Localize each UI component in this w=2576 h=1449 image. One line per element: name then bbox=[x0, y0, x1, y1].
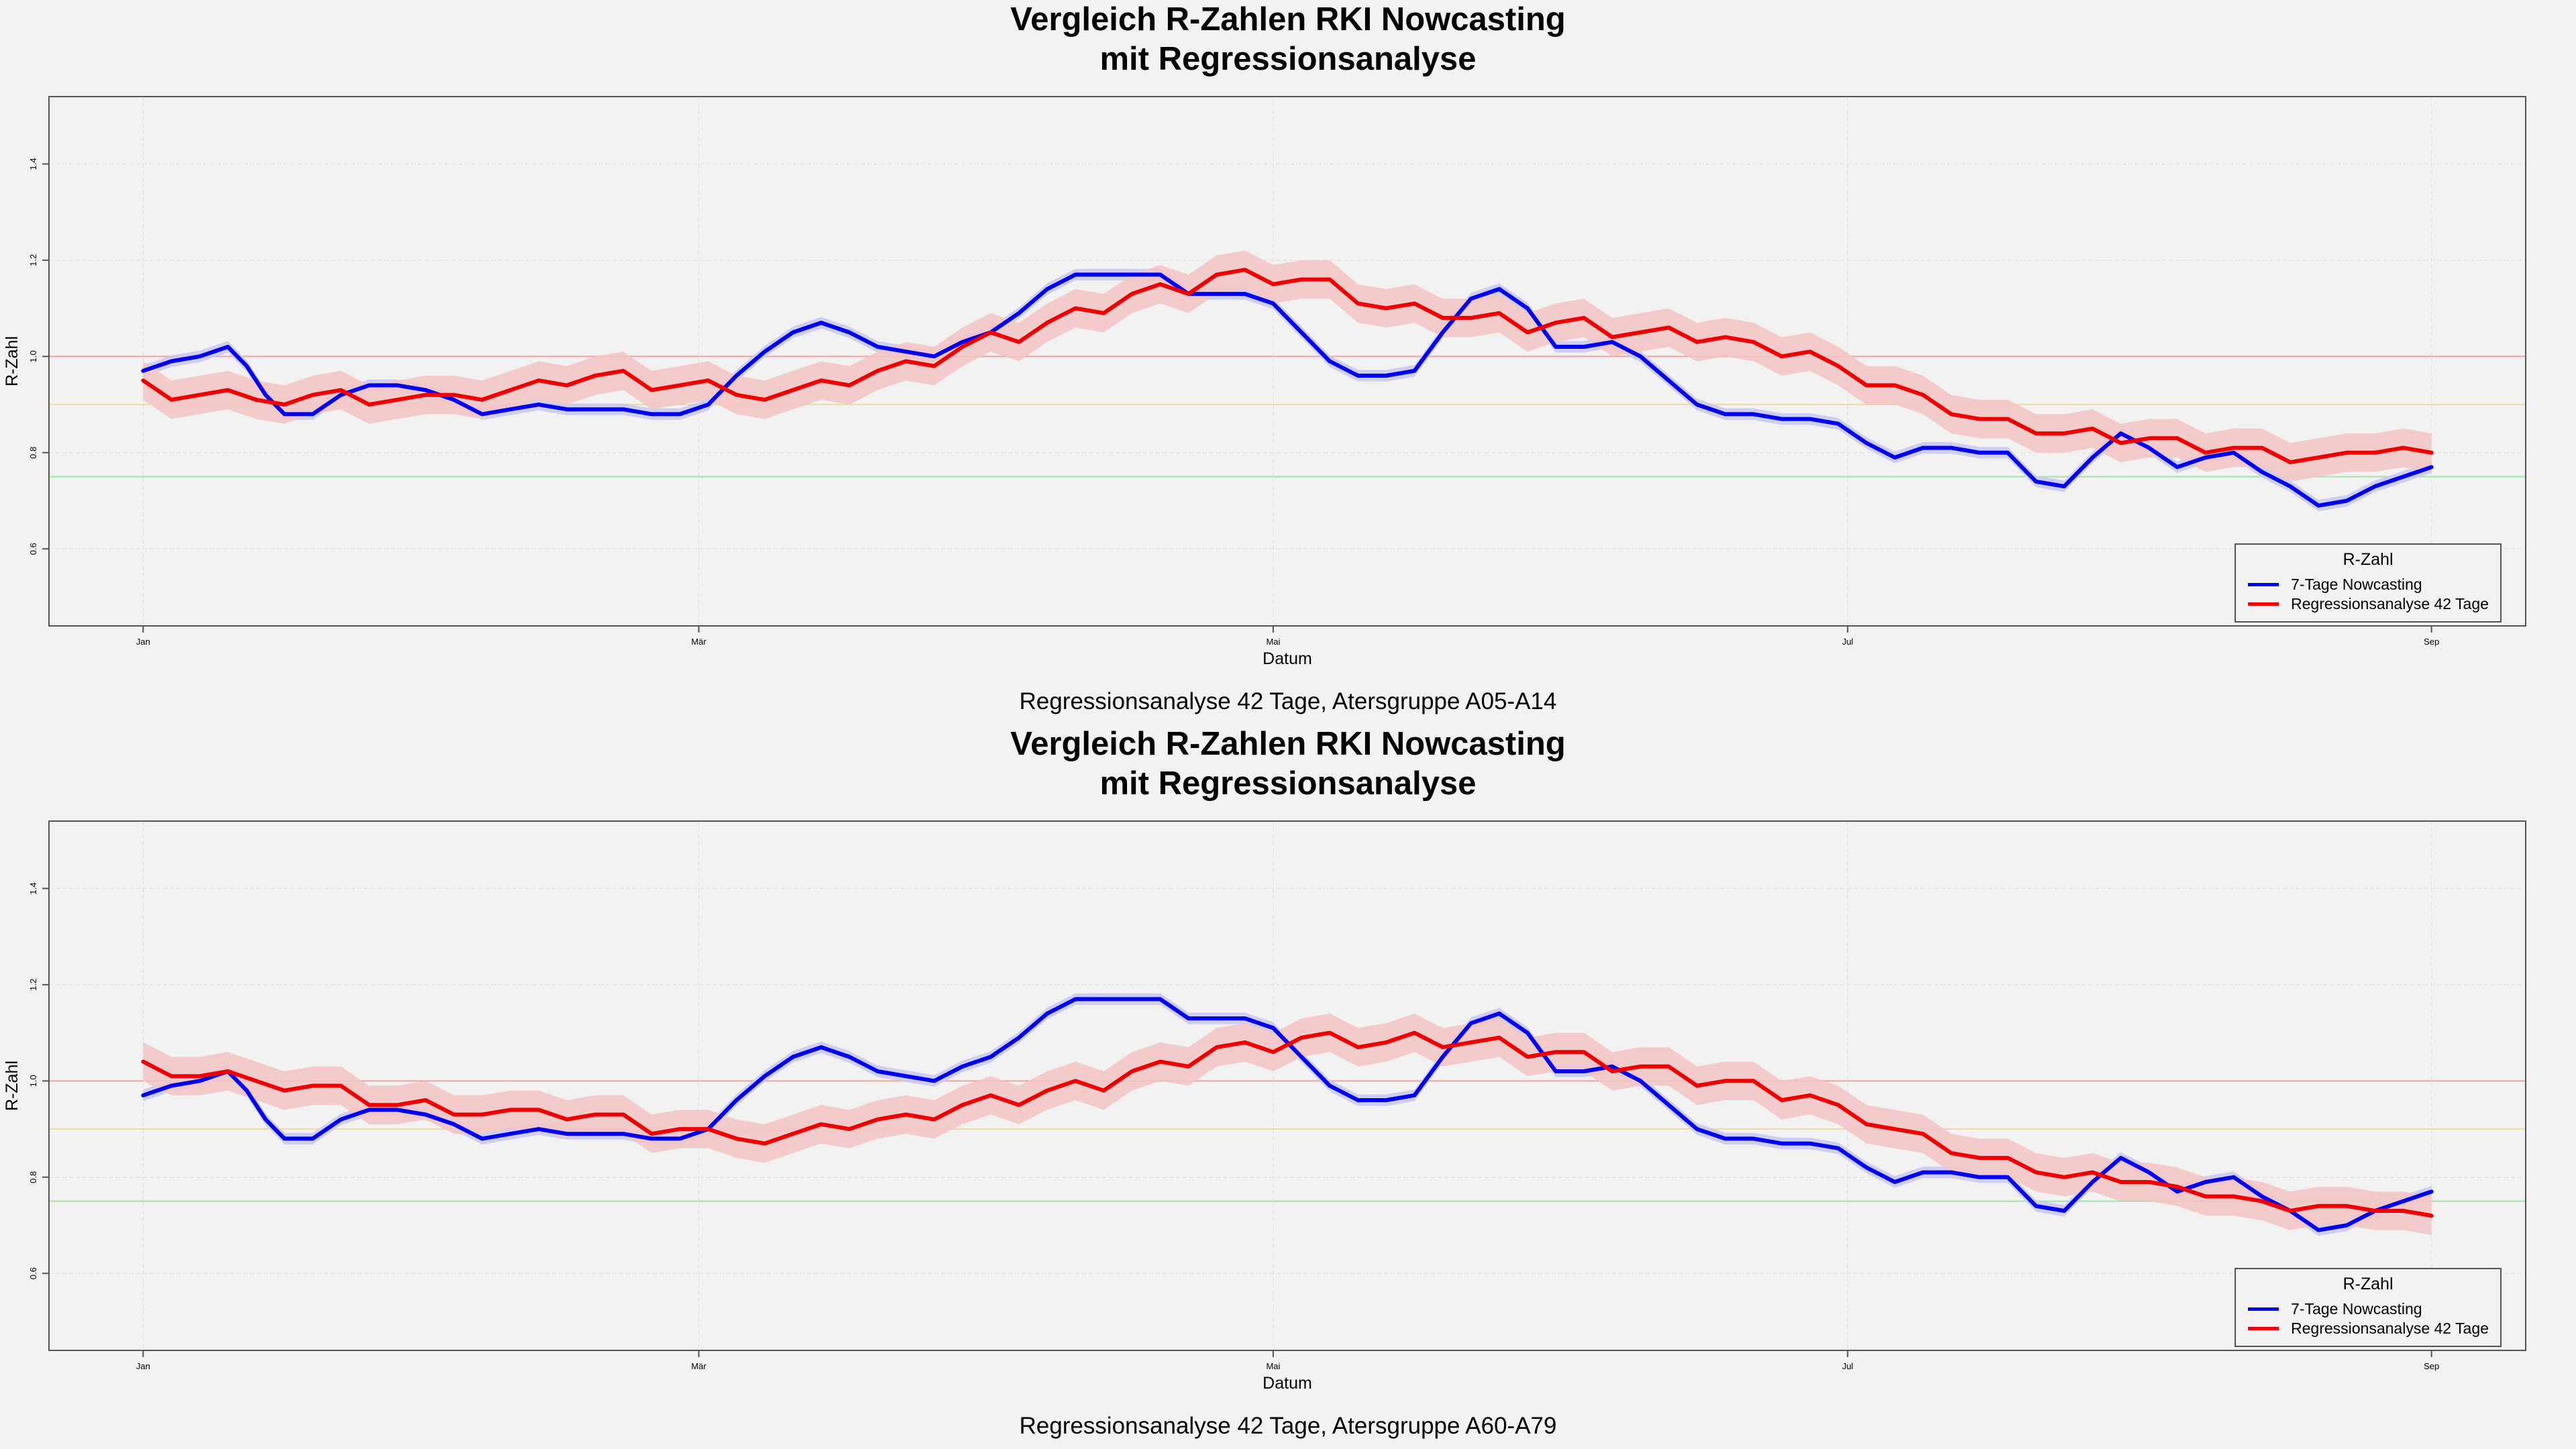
chart-panel-1: Vergleich R-Zahlen RKI Nowcasting mit Re… bbox=[0, 0, 2576, 724]
x-tick-label: Jan bbox=[136, 1361, 150, 1371]
chart-title-line-1: Vergleich R-Zahlen RKI Nowcasting bbox=[1010, 726, 1566, 762]
y-tick-label: 1.0 bbox=[28, 1075, 38, 1087]
x-tick-label: Jul bbox=[1842, 1361, 1854, 1371]
x-tick-label: Jul bbox=[1842, 637, 1854, 647]
y-tick-label: 1.4 bbox=[28, 158, 38, 170]
x-axis-title: Datum bbox=[1263, 649, 1312, 668]
legend: R-Zahl 7-Tage Nowcasting Regressionsanal… bbox=[2235, 1268, 2502, 1347]
series-line-1 bbox=[141, 997, 2434, 1232]
y-tick-label: 0.8 bbox=[28, 447, 38, 459]
legend-label-nowcasting: 7-Tage Nowcasting bbox=[2291, 575, 2422, 593]
x-tick-label: Mär bbox=[691, 1361, 706, 1371]
legend-label-regression: Regressionsanalyse 42 Tage bbox=[2291, 594, 2489, 612]
legend-title: R-Zahl bbox=[2343, 1275, 2394, 1293]
legend-item-regression: Regressionsanalyse 42 Tage bbox=[2248, 594, 2489, 614]
series-line-1 bbox=[141, 272, 2434, 508]
x-tick-label: Sep bbox=[2424, 637, 2439, 647]
chart-subtitle: Regressionsanalyse 42 Tage, Atersgruppe … bbox=[1019, 688, 1557, 714]
legend-item-nowcasting: 7-Tage Nowcasting bbox=[2248, 1299, 2422, 1319]
x-tick-label: Mai bbox=[1266, 637, 1280, 647]
legend: R-Zahl 7-Tage Nowcasting Regressionsanal… bbox=[2235, 543, 2502, 623]
chart-title-line-2: mit Regressionsanalyse bbox=[1099, 41, 1477, 77]
y-tick-label: 0.8 bbox=[28, 1171, 38, 1183]
y-tick-label: 0.6 bbox=[28, 543, 38, 555]
chart-title-line-2: mit Regressionsanalyse bbox=[1099, 765, 1477, 802]
confidence-band-series-2 bbox=[143, 250, 2432, 482]
y-tick-label: 1.4 bbox=[28, 882, 38, 894]
confidence-band-series-2 bbox=[143, 1013, 2432, 1235]
x-tick-label: Mai bbox=[1266, 1361, 1280, 1371]
legend-item-regression: Regressionsanalyse 42 Tage bbox=[2248, 1318, 2489, 1338]
x-tick-label: Sep bbox=[2424, 1361, 2439, 1371]
chart-subtitle: Regressionsanalyse 42 Tage, Atersgruppe … bbox=[1019, 1413, 1557, 1439]
legend-swatch-regression bbox=[2248, 602, 2279, 606]
y-tick-label: 1.0 bbox=[28, 350, 38, 362]
y-axis-title: R-Zahl bbox=[3, 336, 21, 386]
chart-title-line-1: Vergleich R-Zahlen RKI Nowcasting bbox=[1010, 1, 1566, 38]
chart-plot: 0.6 0.8 1.0 1.2 1.4 Jan Mär Mai Jul Sep Datum R-Zah… bbox=[3, 820, 2526, 1393]
legend-swatch-nowcasting bbox=[2248, 582, 2279, 586]
x-tick-label: Mär bbox=[691, 637, 706, 647]
x-tick-label: Jan bbox=[136, 637, 150, 647]
y-tick-label: 1.2 bbox=[28, 979, 38, 991]
plot-frame bbox=[48, 820, 2526, 1351]
legend-label-regression: Regressionsanalyse 42 Tage bbox=[2291, 1319, 2489, 1337]
chart-panel-2: Vergleich R-Zahlen RKI Nowcasting mit Re… bbox=[0, 724, 2576, 1449]
series-line-2 bbox=[141, 268, 2434, 465]
legend-swatch-nowcasting bbox=[2248, 1307, 2279, 1311]
y-tick-label: 0.6 bbox=[28, 1267, 38, 1279]
legend-label-nowcasting: 7-Tage Nowcasting bbox=[2291, 1299, 2422, 1318]
legend-title: R-Zahl bbox=[2343, 550, 2394, 569]
plot-frame bbox=[48, 96, 2526, 627]
y-tick-label: 1.2 bbox=[28, 254, 38, 266]
chart-plot: 0.6 0.8 1.0 1.2 1.4 Jan Mär Mai Jul Sep Datum R-Zah… bbox=[3, 96, 2526, 668]
chart-title: Vergleich R-Zahlen RKI Nowcasting mit Re… bbox=[0, 0, 2576, 79]
x-axis-title: Datum bbox=[1263, 1374, 1312, 1393]
chart-title: Vergleich R-Zahlen RKI Nowcasting mit Re… bbox=[0, 724, 2576, 804]
legend-swatch-regression bbox=[2248, 1326, 2279, 1330]
series-line-2 bbox=[141, 1030, 2434, 1218]
legend-item-nowcasting: 7-Tage Nowcasting bbox=[2248, 574, 2422, 594]
y-axis-title: R-Zahl bbox=[3, 1061, 21, 1111]
